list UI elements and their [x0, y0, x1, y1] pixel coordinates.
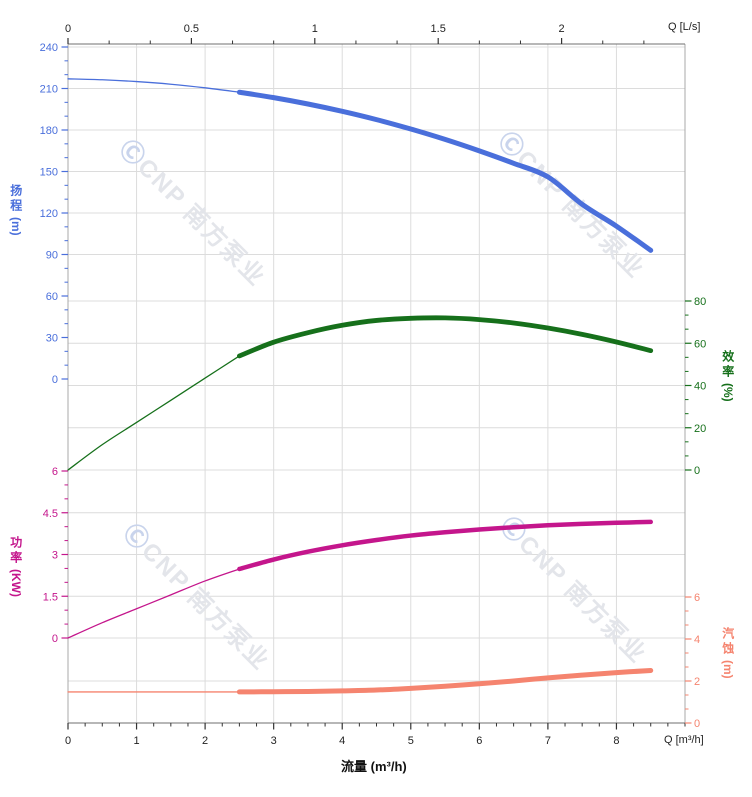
tick-label: 1.5: [43, 591, 58, 603]
head-axis: 0 30 60 90 120 150 180 210 240: [40, 42, 68, 386]
tick-label: 0: [52, 633, 58, 645]
tick-label: 1: [312, 23, 318, 35]
flow-axis-title: 流量 (m³/h): [341, 759, 407, 774]
npsh-axis-unit: (m): [720, 660, 735, 679]
tick-label: 6: [52, 466, 58, 478]
grid: [67, 44, 686, 723]
watermark-4: ⒸCNP 南方泵业: [495, 511, 653, 669]
npsh-axis-title: 汽蚀 (m): [720, 627, 735, 679]
bottom-axis-unit-label: Q [m³/h]: [664, 734, 704, 746]
npsh-axis: 0 2 4 6: [685, 592, 700, 730]
tick-label: 6: [476, 735, 482, 747]
tick-label: 0: [694, 465, 700, 477]
tick-label: 30: [46, 333, 58, 345]
watermark-text: CNP 南方泵业: [132, 153, 271, 292]
power-curve-thick: [237, 519, 653, 572]
top-axis-unit-label: Q [L/s]: [668, 21, 701, 33]
efficiency-axis-unit: (%): [720, 383, 735, 402]
tick-label: 60: [46, 291, 58, 303]
tick-label: 0: [65, 735, 71, 747]
watermark-text: CNP 南方泵业: [513, 530, 652, 669]
tick-label: 2: [559, 23, 565, 35]
efficiency-curve-thick: [236, 315, 654, 359]
efficiency-axis-title: 效率 (%): [720, 350, 735, 402]
npsh-curve: [67, 668, 654, 695]
tick-label: 0: [52, 374, 58, 386]
tick-label: 8: [613, 735, 619, 747]
tick-label: 2: [694, 676, 700, 688]
tick-label: 3: [271, 735, 277, 747]
bottom-axis: 0 1 2 3 4 5 6 7 8: [65, 723, 686, 747]
watermark-text: CNP 南方泵业: [511, 145, 650, 284]
efficiency-axis: 0 20 40 60 80: [685, 296, 706, 477]
watermark-2: ⒸCNP 南方泵业: [493, 126, 651, 284]
power-axis: 0 1.5 3 4.5 6: [43, 466, 68, 645]
tick-label: 4: [694, 634, 700, 646]
tick-label: 1.5: [431, 23, 446, 35]
top-axis: 0 0.5 1 1.5 2: [65, 23, 645, 44]
head-axis-title-text: 扬程: [8, 184, 23, 214]
tick-label: 0.5: [184, 23, 199, 35]
power-curve: [67, 519, 653, 639]
watermark-text: CNP 南方泵业: [136, 537, 275, 676]
head-axis-title: 扬程 (m): [8, 184, 23, 236]
tick-label: 0: [694, 718, 700, 730]
tick-label: 80: [694, 296, 706, 308]
tick-label: 6: [694, 592, 700, 604]
head-curve: [67, 78, 654, 253]
tick-label: 4.5: [43, 508, 58, 520]
tick-label: 4: [339, 735, 345, 747]
tick-label: 5: [408, 735, 414, 747]
efficiency-axis-title-text: 效率: [720, 350, 735, 380]
tick-label: 210: [40, 84, 58, 96]
head-curve-thin: [67, 78, 241, 93]
tick-label: 7: [545, 735, 551, 747]
tick-label: 90: [46, 250, 58, 262]
tick-label: 2: [202, 735, 208, 747]
tick-label: 240: [40, 42, 58, 54]
tick-label: 120: [40, 208, 58, 220]
tick-label: 20: [694, 423, 706, 435]
efficiency-curve: [67, 315, 654, 471]
efficiency-curve-thin: [67, 355, 241, 471]
tick-label: 0: [65, 23, 71, 35]
power-curve-thin: [67, 568, 241, 639]
power-axis-unit: (KW): [8, 569, 23, 597]
tick-label: 1: [133, 735, 139, 747]
head-curve-thick: [236, 89, 654, 253]
tick-label: 40: [694, 381, 706, 393]
tick-label: 60: [694, 338, 706, 350]
tick-label: 180: [40, 125, 58, 137]
power-axis-title-text: 功率: [8, 536, 23, 566]
tick-label: 3: [52, 550, 58, 562]
tick-label: 150: [40, 167, 58, 179]
watermark-3: ⒸCNP 南方泵业: [118, 518, 276, 676]
npsh-curve-thick: [236, 668, 654, 695]
npsh-axis-title-text: 汽蚀: [720, 627, 735, 657]
power-axis-title: 功率 (KW): [8, 536, 23, 597]
head-axis-unit: (m): [8, 217, 23, 236]
